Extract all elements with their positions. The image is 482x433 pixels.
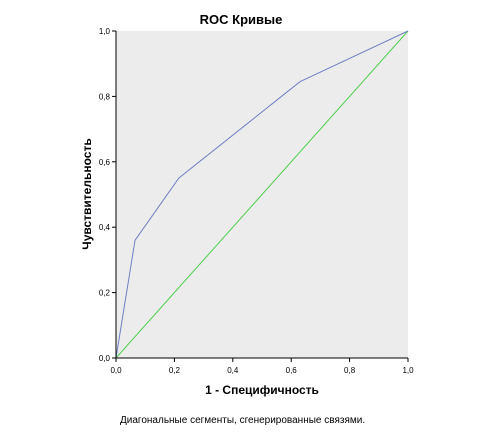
x-tick-label: 0,2 (169, 366, 181, 375)
y-tick-label: 0,8 (99, 92, 111, 101)
y-axis-ticks: 0,0 0,2 0,4 0,6 0,8 1,0 (99, 27, 116, 363)
y-tick-label: 0,2 (99, 289, 111, 298)
y-axis-title: Чувствительность (80, 138, 94, 249)
y-tick-label: 0,6 (99, 158, 111, 167)
reference-diagonal-line (115, 30, 409, 359)
x-tick-label: 0,6 (286, 366, 298, 375)
x-tick-label: 1,0 (402, 366, 414, 375)
y-tick-label: 0,4 (99, 223, 111, 232)
roc-curve-line (115, 30, 409, 359)
x-axis-title: 1 - Специфичность (205, 383, 319, 397)
chart-title: ROC Кривые (200, 12, 283, 27)
x-tick-label: 0,4 (227, 366, 239, 375)
y-tick-label: 1,0 (99, 27, 111, 36)
x-axis-ticks: 0,0 0,2 0,4 0,6 0,8 1,0 (110, 358, 414, 375)
y-tick-label: 0,0 (99, 354, 111, 363)
chart-footnote: Диагональные сегменты, сгенерированные с… (120, 415, 365, 426)
x-tick-label: 0,8 (344, 366, 356, 375)
x-tick-label: 0,0 (110, 366, 122, 375)
series-layer (115, 30, 409, 359)
